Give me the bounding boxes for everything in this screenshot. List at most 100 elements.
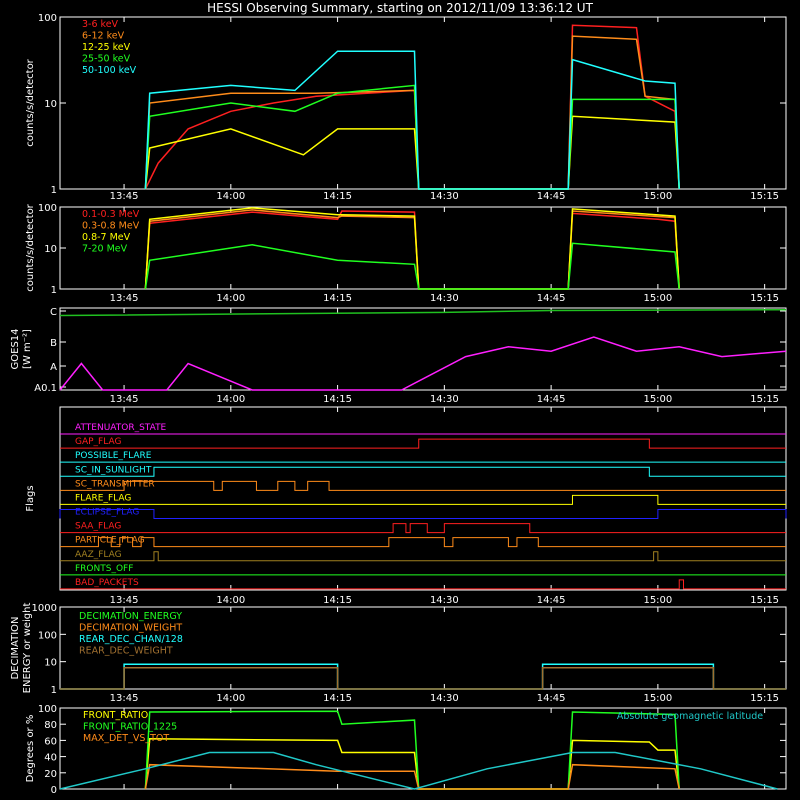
y-axis-label: counts/s/detector xyxy=(25,58,36,146)
flag-label: GAP_FLAG xyxy=(75,437,121,447)
series-line xyxy=(144,738,680,790)
flag-label: POSSIBLE_FLARE xyxy=(75,451,152,461)
y-tick-label: C xyxy=(50,307,57,318)
flag-label: AAZ_FLAG xyxy=(75,550,122,560)
y-axis-label: counts/s/detector xyxy=(25,203,36,291)
annotation-label: Absolute geomagnetic latitude xyxy=(617,711,763,722)
panel-p3: 13:45 14:00 14:15 14:30 14:45 15:00 15:15 GOES1… xyxy=(10,307,787,405)
legend-entry: 7-20 MeV xyxy=(82,244,128,255)
x-tick-label: 13:45 xyxy=(110,394,139,405)
x-tick-label: 14:30 xyxy=(430,191,459,202)
series-line xyxy=(144,50,680,190)
legend-entry: REAR_DEC_CHAN/128 xyxy=(79,634,183,645)
x-tick-label: 14:30 xyxy=(430,394,459,405)
panel-p4: 13:45 14:00 14:15 14:30 14:45 15:00 15:15 Flags… xyxy=(25,406,787,606)
legend-entry: 3-6 keV xyxy=(82,19,119,30)
x-tick-label: 14:30 xyxy=(430,693,459,704)
series-line xyxy=(144,207,680,290)
x-tick-label: 15:00 xyxy=(643,595,672,606)
flag-label: SC_IN_SUNLIGHT xyxy=(75,465,152,475)
x-tick-label: 14:45 xyxy=(537,191,566,202)
x-tick-label: 14:15 xyxy=(323,191,352,202)
flag-line xyxy=(60,480,786,491)
y-axis-label: Degrees or % xyxy=(25,715,36,783)
x-tick-label: 15:15 xyxy=(750,693,779,704)
x-tick-label: 14:15 xyxy=(323,693,352,704)
panel-p5: 13:45 14:00 14:15 14:30 14:45 15:00 15:15 DECIM… xyxy=(10,603,787,704)
legend-entry: 50-100 keV xyxy=(82,65,137,76)
flag-line xyxy=(60,466,786,477)
x-tick-label: 14:45 xyxy=(537,394,566,405)
legend-entry: 0.8-7 MeV xyxy=(82,232,131,243)
flag-line xyxy=(60,551,786,562)
flag-label: ATTENUATOR_STATE xyxy=(75,423,167,433)
x-tick-label: 15:00 xyxy=(643,693,672,704)
x-tick-label: 14:00 xyxy=(216,693,245,704)
flag-label: SC_TRANSMITTER xyxy=(75,479,155,489)
series-line xyxy=(144,35,680,190)
panel-frame xyxy=(59,406,787,591)
flag-line xyxy=(60,438,786,449)
x-tick-label: 13:45 xyxy=(110,293,139,304)
x-tick-label: 14:15 xyxy=(323,595,352,606)
series-line xyxy=(144,24,680,190)
flag-line xyxy=(60,523,786,534)
x-tick-label: 14:45 xyxy=(537,693,566,704)
y-tick-label: 1 xyxy=(51,185,57,196)
legend-entry: DECIMATION_WEIGHT xyxy=(79,623,182,634)
x-tick-label: 13:45 xyxy=(110,693,139,704)
x-tick-label: 14:30 xyxy=(430,293,459,304)
legend-entry: 6-12 keV xyxy=(82,31,125,42)
x-tick-label: 15:15 xyxy=(750,191,779,202)
y-tick-label: 20 xyxy=(44,769,57,780)
y-tick-label: 10 xyxy=(44,244,57,255)
y-tick-label: A0.1 xyxy=(34,383,57,394)
series-line xyxy=(59,308,787,317)
x-tick-label: 14:30 xyxy=(430,595,459,606)
x-tick-label: 13:45 xyxy=(110,595,139,606)
y-tick-label: 100 xyxy=(38,630,57,641)
x-tick-label: 15:15 xyxy=(750,595,779,606)
y-tick-label: 40 xyxy=(44,753,57,764)
y-tick-label: 10 xyxy=(44,658,57,669)
flag-label: PARTICLE_FLAG xyxy=(75,536,145,546)
y-tick-label: B xyxy=(50,338,57,349)
x-tick-label: 14:45 xyxy=(537,595,566,606)
y-tick-label: 80 xyxy=(44,720,57,731)
y-tick-label: 60 xyxy=(44,736,57,747)
series-line xyxy=(60,666,786,690)
x-tick-label: 15:15 xyxy=(750,394,779,405)
y-tick-label: 0 xyxy=(51,785,57,796)
series-line xyxy=(144,242,680,290)
y-tick-label: A xyxy=(50,362,57,373)
x-tick-label: 14:15 xyxy=(323,293,352,304)
flag-line xyxy=(59,509,787,519)
x-tick-label: 15:00 xyxy=(643,293,672,304)
legend-entry: 12-25 keV xyxy=(82,42,131,53)
series-line xyxy=(59,336,787,391)
series-line xyxy=(144,710,680,790)
x-tick-label: 14:15 xyxy=(323,394,352,405)
series-line xyxy=(144,115,680,190)
x-tick-label: 14:00 xyxy=(216,191,245,202)
legend-entry: REAR_DEC_WEIGHT xyxy=(79,646,173,657)
y-tick-label: 1 xyxy=(51,685,57,696)
y-axis-label: Flags xyxy=(25,485,36,511)
x-tick-label: 15:00 xyxy=(643,191,672,202)
x-tick-label: 14:00 xyxy=(216,293,245,304)
x-tick-label: 15:00 xyxy=(643,394,672,405)
y-axis-label: DECIMATION xyxy=(10,616,21,679)
legend-entry: 0.1-0.3 MeV xyxy=(82,209,140,220)
y-tick-label: 100 xyxy=(38,704,57,715)
panel-p1: 13:45 14:00 14:15 14:30 14:45 15:00 15:15 count… xyxy=(25,13,787,202)
panel-p6: Degrees or % 0 20 40 60 80 100 FRONT_RATIOFRONT… xyxy=(25,704,787,796)
flag-line xyxy=(60,537,786,548)
panel-p2: 13:45 14:00 14:15 14:30 14:45 15:00 15:15 count… xyxy=(25,203,787,304)
x-tick-label: 15:15 xyxy=(750,293,779,304)
flag-label: FLARE_FLAG xyxy=(75,493,131,503)
y-axis-label-2: ENERGY or weight xyxy=(22,603,33,694)
y-axis-label-2: [W m⁻²] xyxy=(22,329,33,369)
flag-line xyxy=(60,579,786,590)
series-line xyxy=(59,751,778,790)
